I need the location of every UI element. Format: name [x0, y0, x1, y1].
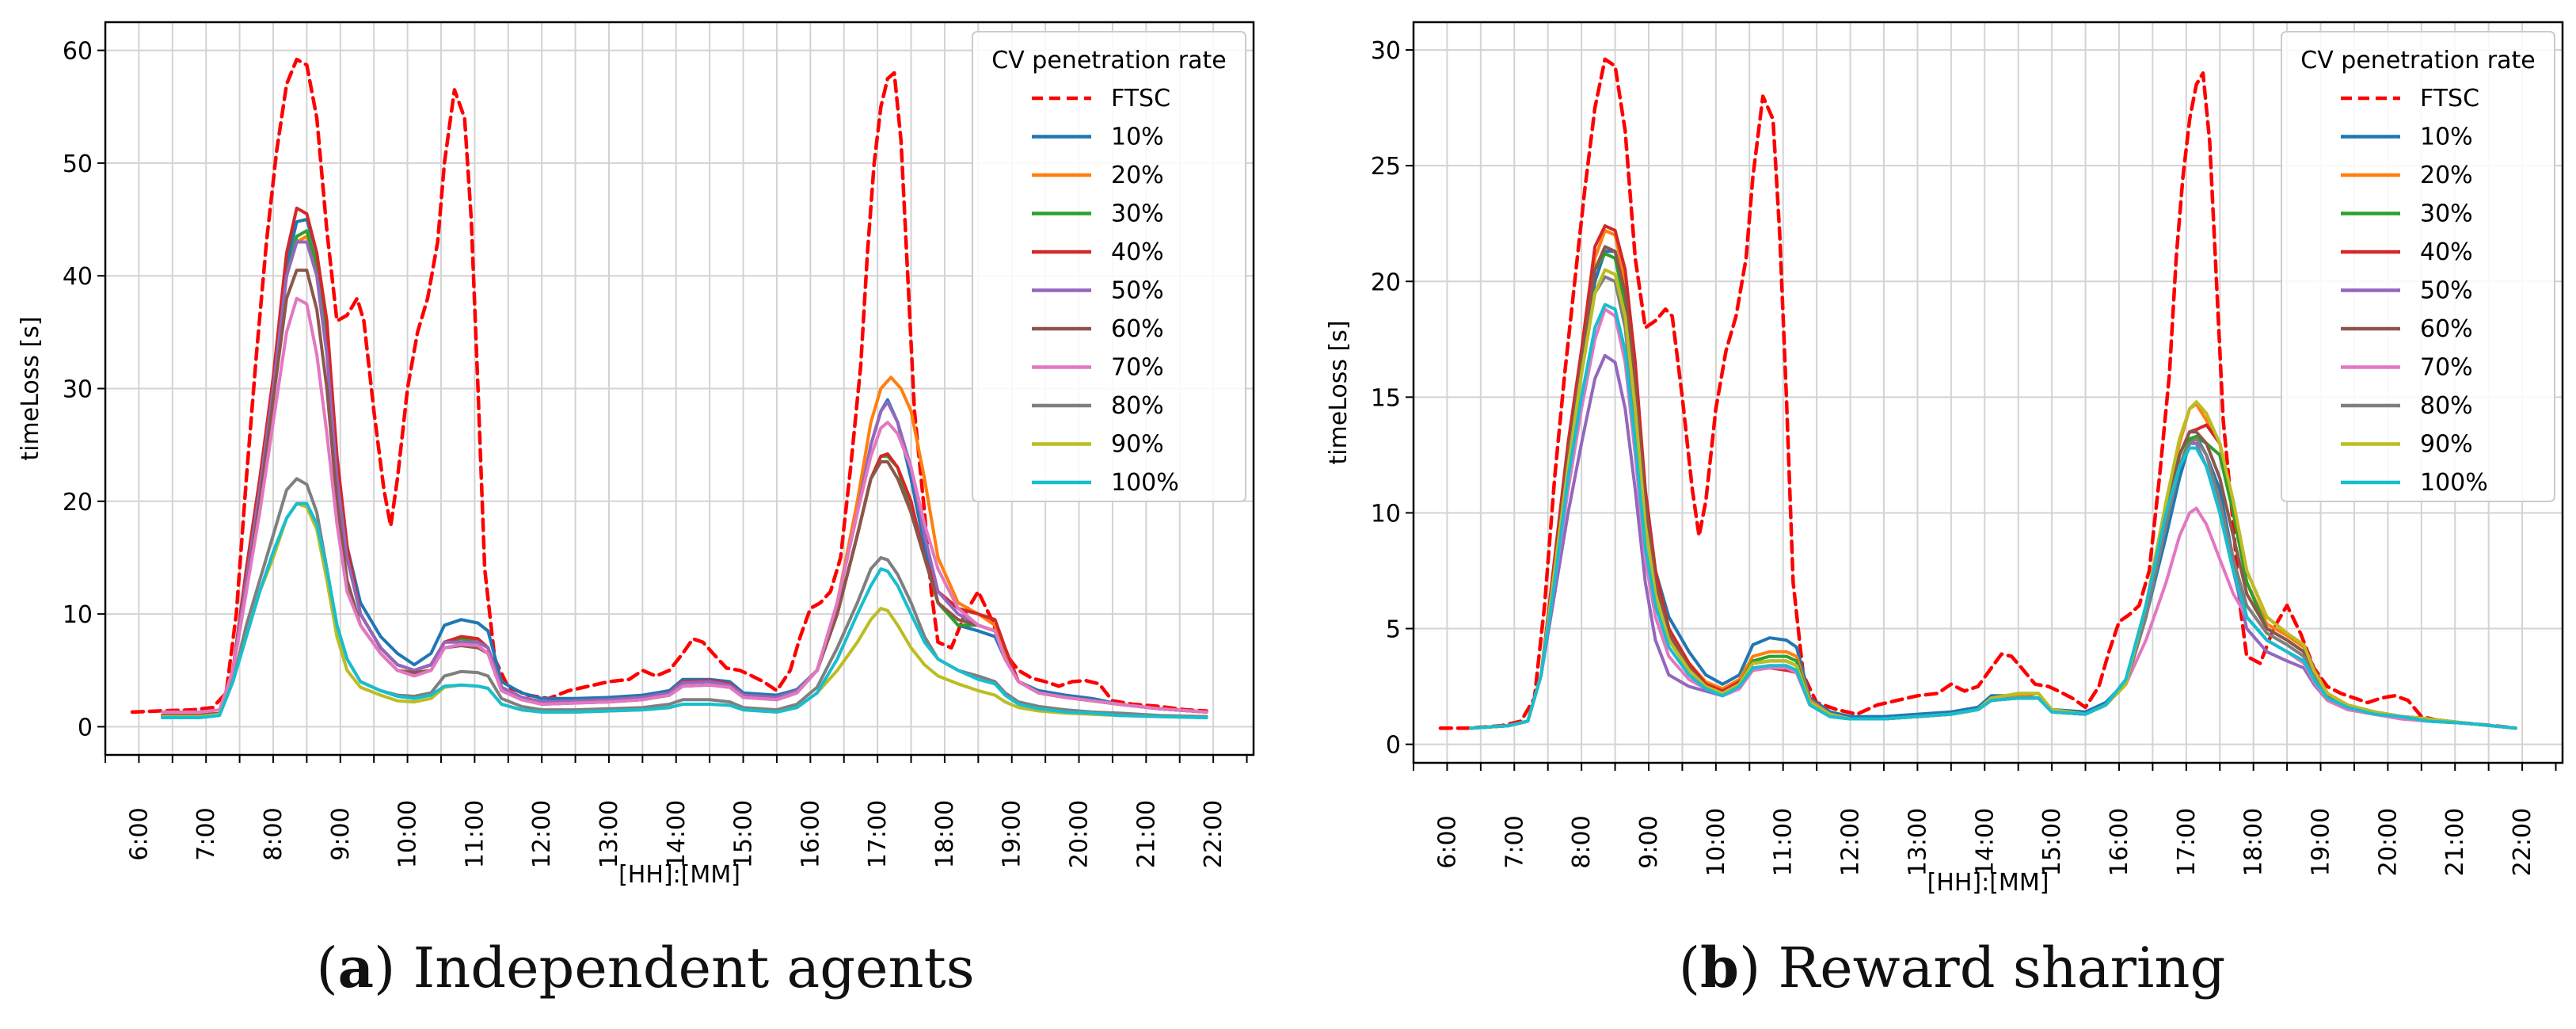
legend-title: CV penetration rate: [991, 47, 1226, 74]
x-tick-label: 12:00: [528, 800, 556, 868]
legend-box: [2281, 31, 2555, 502]
x-tick-label: 12:00: [1837, 808, 1865, 876]
legend: CV penetration rate FTSC 10% 20% 30% 40% 50% 60…: [2281, 31, 2555, 502]
legend-entry-label: FTSC: [1111, 85, 1170, 112]
x-tick-label: 11:00: [461, 800, 489, 868]
legend-entry-label: 90%: [1111, 431, 1164, 459]
x-tick-label: 16:00: [797, 800, 824, 868]
chart-panel-a: 0 10 20 30 40 50 60 6:00 7:00 8:00 9:00 10:00 11:00 1…: [17, 21, 1255, 889]
x-tick-label: 15:00: [730, 800, 758, 868]
x-tick-label: 13:00: [595, 800, 623, 868]
x-tick-label: 14:00: [1971, 808, 1999, 876]
x-tick-label: 21:00: [1132, 800, 1160, 868]
x-tick-label: 21:00: [2441, 808, 2469, 876]
x-tick-label: 17:00: [2173, 808, 2201, 876]
y-tick-label: 15: [1371, 384, 1401, 412]
caption-b-text: Reward sharing: [1760, 936, 2226, 1000]
x-tick-label: 18:00: [931, 800, 959, 868]
y-tick-label: 40: [63, 263, 93, 291]
y-tick-label: 60: [63, 38, 93, 66]
x-tick-label: 8:00: [260, 807, 287, 860]
x-tick-label: 8:00: [1568, 815, 1596, 868]
series-group: [130, 57, 1208, 719]
x-tick-label: 17:00: [864, 800, 892, 868]
legend-entry-label: 60%: [2420, 315, 2473, 343]
legend-entry-label: 20%: [1111, 162, 1164, 189]
plot-frame: [1412, 21, 2564, 764]
legend-entry-label: 40%: [2420, 238, 2473, 266]
x-tick-label: 14:00: [663, 800, 691, 868]
legend: CV penetration rate FTSC 10% 20% 30% 40% 50% 60…: [972, 31, 1246, 502]
series-line-100pct: [1469, 303, 2517, 730]
caption-a: (a) Independent agents: [316, 935, 975, 1000]
caption-a-text: Independent agents: [395, 936, 975, 1000]
series-group: [1438, 57, 2517, 730]
x-axis-label: [HH]:[MM]: [1927, 869, 2049, 897]
legend-entry-label: 30%: [2420, 200, 2473, 228]
x-tick-label: 6:00: [1433, 815, 1461, 868]
x-tick-label: 20:00: [1066, 800, 1094, 868]
y-tick-label: 10: [63, 601, 93, 629]
series-line-FTSC: [130, 57, 1208, 715]
legend-entry-label: 20%: [2420, 162, 2473, 189]
caption-b-letter: b: [1700, 935, 1739, 1000]
legend-entry-label: 30%: [1111, 200, 1164, 228]
x-tick-label: 11:00: [1770, 808, 1798, 876]
y-tick-label: 20: [63, 489, 93, 516]
y-tick-label: 30: [1371, 37, 1401, 65]
legend-entry-label: 100%: [1111, 469, 1179, 497]
x-tick-label: 22:00: [1200, 800, 1227, 868]
y-tick-label: 5: [1386, 616, 1401, 644]
x-tick-label: 16:00: [2106, 808, 2133, 876]
x-tick-label: 18:00: [2240, 808, 2268, 876]
x-tick-label: 15:00: [2038, 808, 2066, 876]
y-tick-label: 50: [63, 151, 93, 178]
caption-b: (b) Reward sharing: [1678, 935, 2226, 1000]
y-tick-label: 30: [63, 376, 93, 404]
x-axis-label: [HH]:[MM]: [618, 861, 740, 889]
y-axis-label: timeLoss [s]: [1325, 320, 1353, 464]
legend-entry-label: 10%: [2420, 124, 2473, 151]
y-tick-label: 0: [78, 714, 93, 741]
series-line-70pct: [161, 296, 1208, 714]
legend-entry-label: 70%: [1111, 354, 1164, 382]
legend-entry-label: 50%: [2420, 277, 2473, 305]
x-tick-label: 7:00: [1501, 815, 1528, 868]
legend-entry-label: 40%: [1111, 238, 1164, 266]
x-tick-label: 9:00: [327, 807, 355, 860]
x-tick-label: 10:00: [1703, 808, 1730, 876]
x-tick-label: 7:00: [192, 807, 220, 860]
chart-panel-b: 0 5 10 15 20 25 30 6:00 7:00 8:00 9:00 10:00 11:00 12…: [1325, 21, 2564, 897]
legend-entry-label: 60%: [1111, 315, 1164, 343]
legend-entry-label: 80%: [2420, 392, 2473, 420]
y-tick-label: 25: [1371, 153, 1401, 181]
x-tick-label: 20:00: [2374, 808, 2402, 876]
x-tick-label: 6:00: [125, 807, 153, 860]
legend-entry-label: 80%: [1111, 392, 1164, 420]
legend-entry-label: 50%: [1111, 277, 1164, 305]
series-line-80pct: [161, 477, 1208, 718]
legend-box: [972, 31, 1246, 502]
series-line-100pct: [161, 501, 1208, 719]
y-tick-label: 0: [1386, 732, 1401, 760]
x-tick-label: 22:00: [2509, 808, 2536, 876]
legend-entry-label: FTSC: [2420, 85, 2479, 112]
series-line-FTSC: [1438, 57, 2517, 730]
legend-entry-label: 10%: [1111, 124, 1164, 151]
x-tick-label: 10:00: [394, 800, 422, 868]
y-tick-label: 20: [1371, 269, 1401, 296]
y-axis-label: timeLoss [s]: [17, 316, 44, 460]
x-tick-label: 9:00: [1635, 815, 1663, 868]
legend-title: CV penetration rate: [2300, 47, 2535, 74]
x-tick-label: 19:00: [999, 800, 1026, 868]
x-tick-label: 13:00: [1904, 808, 1931, 876]
legend-entry-label: 70%: [2420, 354, 2473, 382]
caption-a-letter: a: [337, 935, 375, 1000]
legend-entry-label: 100%: [2420, 469, 2488, 497]
x-tick-label: 19:00: [2308, 808, 2335, 876]
legend-entry-label: 90%: [2420, 431, 2473, 459]
y-tick-label: 10: [1371, 500, 1401, 528]
